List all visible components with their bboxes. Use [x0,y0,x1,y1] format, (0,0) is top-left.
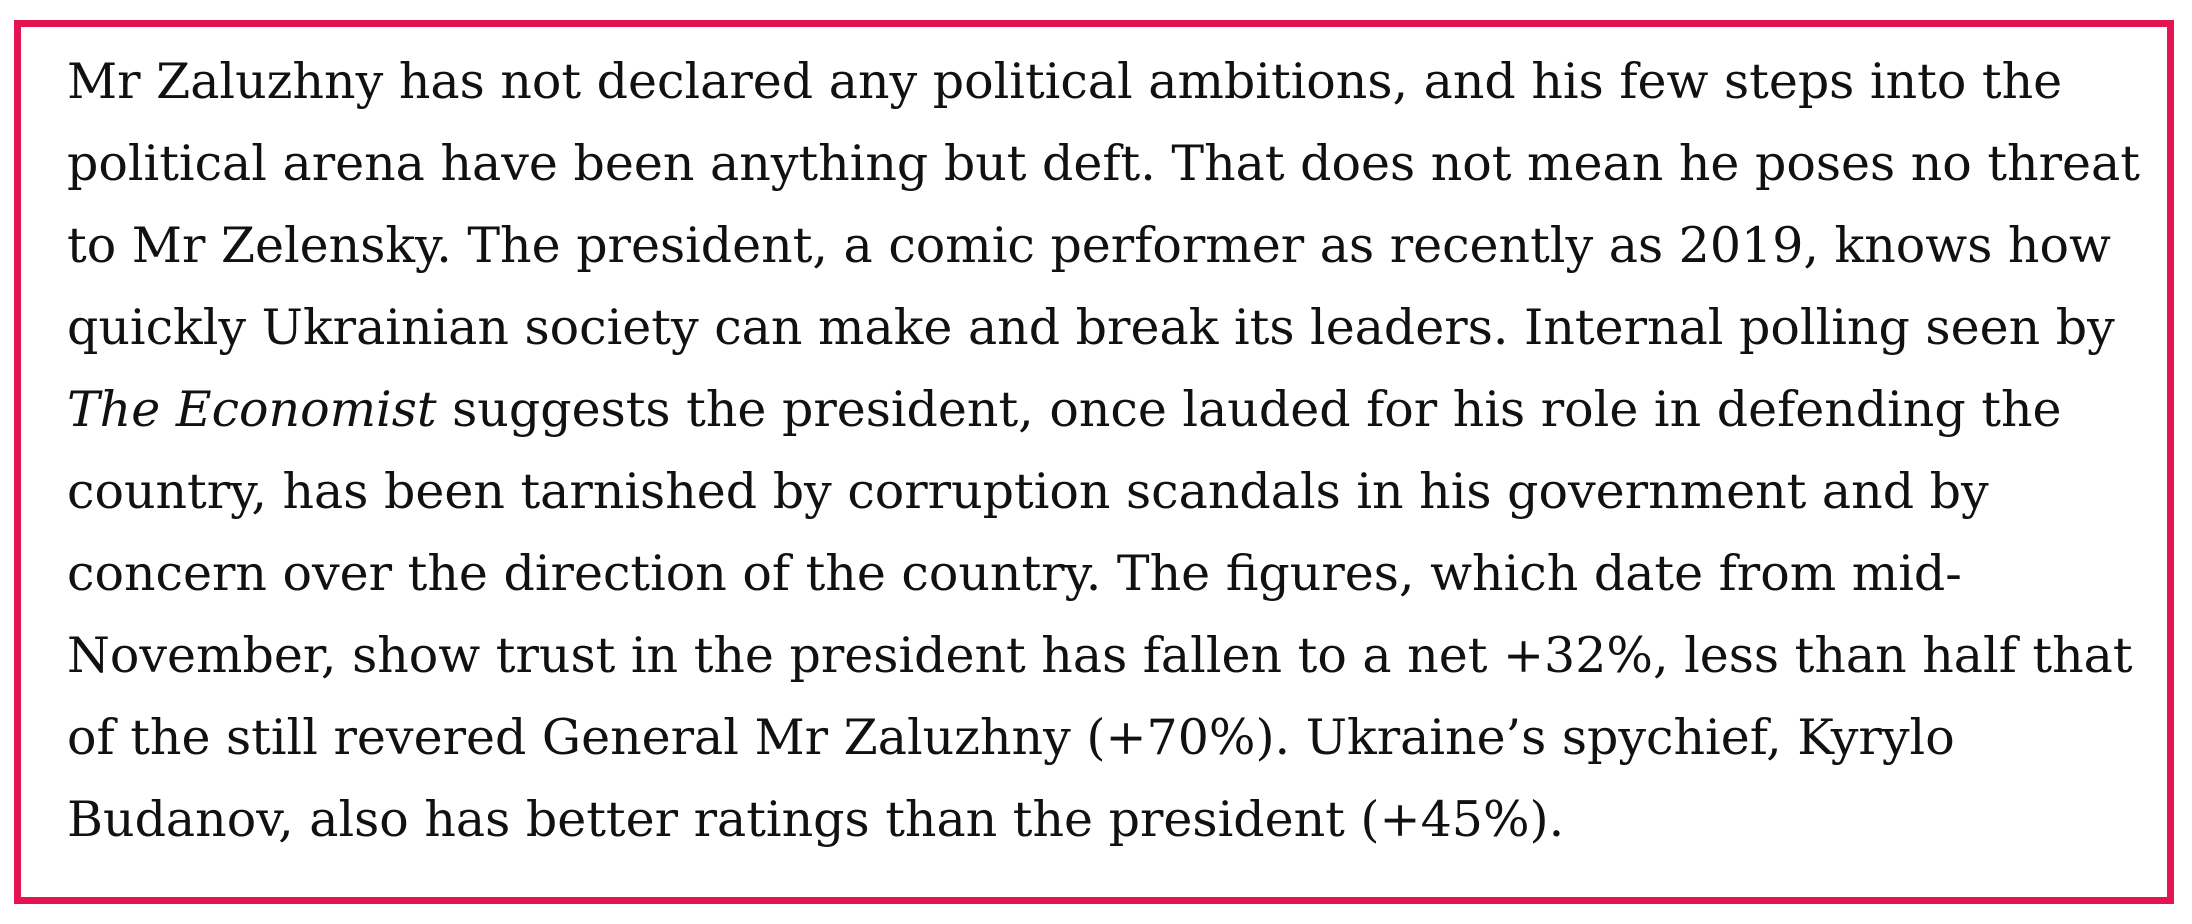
paragraph-line-9: of the still revered General Mr Zaluzhny… [67,697,2157,779]
line-2-text: political arena have been anything but d… [67,135,2140,192]
paragraph-line-6: country, has been tarnished by corruptio… [67,451,2157,533]
paragraph-line-3: to Mr Zelensky. The president, a comic p… [67,205,2157,287]
line-4-text: quickly Ukrainian society can make and b… [67,299,2115,356]
paragraph-line-1: Mr Zaluzhny has not declared any politic… [67,41,2157,123]
publication-name-italic: The Economist [67,381,437,438]
line-8-text: November, show trust in the president ha… [67,627,2133,684]
paragraph-line-10: Budanov, also has better ratings than th… [67,779,2157,861]
line-3-text: to Mr Zelensky. The president, a comic p… [67,217,2111,274]
highlight-frame: Mr Zaluzhny has not declared any politic… [14,20,2174,904]
line-7-text: concern over the direction of the countr… [67,545,1962,602]
line-10-text: Budanov, also has better ratings than th… [67,791,1565,848]
paragraph-line-8: November, show trust in the president ha… [67,615,2157,697]
paragraph-line-4: quickly Ukrainian society can make and b… [67,287,2157,369]
paragraph-line-5: The Economist suggests the president, on… [67,369,2157,451]
line-1-text: Mr Zaluzhny has not declared any politic… [67,53,2063,110]
line-9-text: of the still revered General Mr Zaluzhny… [67,709,1955,766]
line-6-text: country, has been tarnished by corruptio… [67,463,1989,520]
paragraph-line-7: concern over the direction of the countr… [67,533,2157,615]
article-paragraph: Mr Zaluzhny has not declared any politic… [67,41,2157,861]
line-5-text: suggests the president, once lauded for … [436,381,2062,438]
paragraph-line-2: political arena have been anything but d… [67,123,2157,205]
